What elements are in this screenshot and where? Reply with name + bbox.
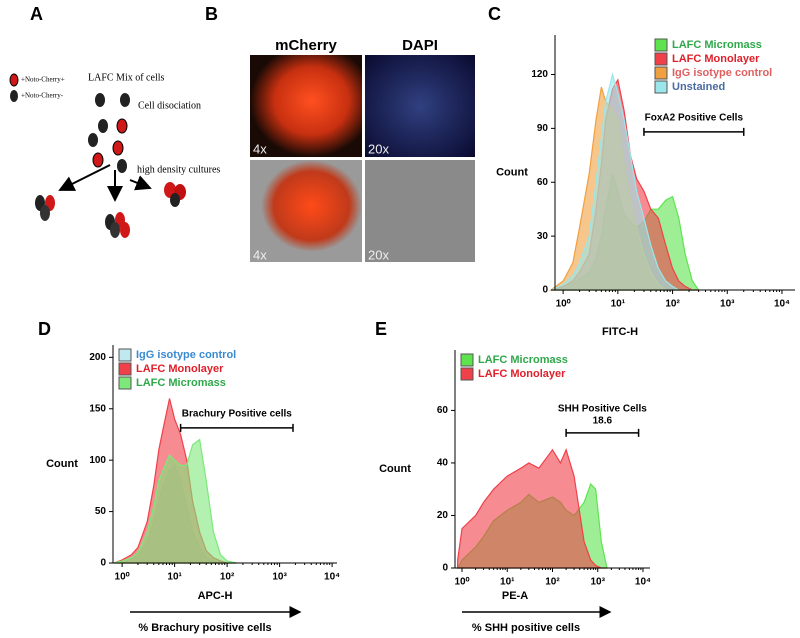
panel-letter: B	[205, 4, 218, 24]
x-tick-label: 10¹	[167, 572, 182, 583]
caption: % SHH positive cells	[472, 622, 580, 634]
legend-text: +Noto-Cherry+	[21, 76, 65, 84]
y-axis-label: Count	[46, 458, 78, 470]
panel-letter: E	[375, 319, 387, 339]
y-tick-label: 30	[537, 231, 549, 242]
gate-value: 18.6	[593, 415, 613, 426]
y-axis-label: Count	[379, 463, 411, 475]
x-tick-label: 10⁴	[635, 577, 651, 588]
y-tick-label: 0	[100, 558, 106, 569]
magnification: 4x	[253, 247, 267, 262]
y-tick-label: 120	[531, 69, 548, 80]
y-tick-label: 200	[89, 352, 106, 363]
gate-label: Brachury Positive cells	[182, 408, 292, 419]
magnification: 20x	[368, 141, 389, 156]
legend-swatch	[118, 362, 132, 376]
panel-letter: C	[488, 4, 501, 24]
micrograph	[250, 160, 362, 262]
y-tick-label: 150	[89, 403, 106, 414]
legend-label: LAFC Micromass	[672, 39, 762, 51]
schematic-title: LAFC Mix of cells	[88, 72, 164, 83]
x-axis-label: FITC-H	[602, 326, 638, 338]
legend-swatch	[118, 376, 132, 390]
legend-swatch	[654, 80, 668, 94]
gate-label: SHH Positive Cells	[558, 403, 647, 414]
legend-text: +Noto-Cherry-	[21, 92, 64, 100]
chart: 0 50 100 150 200 10⁰ 10¹ 10² 10³ 10⁴ Count APC-H % B…	[46, 345, 340, 634]
legend-swatch	[460, 353, 474, 367]
panel-letter: D	[38, 319, 51, 339]
legend-label: LAFC Monolayer	[136, 363, 224, 375]
y-axis-label: Count	[496, 166, 528, 178]
x-tick-label: 10¹	[500, 577, 515, 588]
column-title: mCherry	[275, 37, 337, 54]
cell-icon	[10, 90, 18, 102]
gate	[565, 428, 640, 437]
micrograph	[365, 160, 475, 262]
legend-swatch	[654, 38, 668, 52]
schematic: +Noto-Cherry+ +Noto-Cherry- LAFC Mix of …	[9, 72, 220, 238]
y-tick-label: 60	[437, 405, 449, 416]
y-tick-label: 0	[442, 563, 448, 574]
column-title: DAPI	[402, 37, 438, 54]
y-tick-label: 50	[95, 506, 107, 517]
x-tick-label: 10³	[720, 299, 735, 310]
microscopy: mCherry DAPI 4x 20x 4x 20x	[250, 37, 475, 262]
x-tick-label: 10⁰	[556, 299, 571, 310]
chart: 0 30 60 90 120 10⁰ 10¹ 10² 10³ 10⁴ Count FITC-H FoxA…	[496, 35, 795, 338]
gate	[179, 423, 294, 432]
y-tick-label: 40	[437, 458, 449, 469]
x-tick-label: 10²	[665, 299, 680, 310]
chart: 0 20 40 60 10⁰ 10¹ 10² 10³ 10⁴ Count PE-A % SHH pos…	[379, 350, 651, 634]
x-tick-label: 10³	[272, 572, 287, 583]
legend-label: IgG isotype control	[136, 349, 236, 361]
step-label: Cell disociation	[138, 100, 201, 111]
y-tick-label: 0	[542, 285, 548, 296]
x-tick-label: 10²	[220, 572, 235, 583]
legend-swatch	[460, 367, 474, 381]
magnification: 4x	[253, 141, 267, 156]
legend-label: IgG isotype control	[672, 67, 772, 79]
legend-label: LAFC Micromass	[136, 377, 226, 389]
legend-label: LAFC Micromass	[478, 354, 568, 366]
x-tick-label: 10¹	[611, 299, 626, 310]
cell-icon	[9, 73, 19, 87]
histogram-area	[113, 438, 237, 564]
x-tick-label: 10⁰	[454, 577, 469, 588]
x-axis-label: APC-H	[198, 590, 233, 602]
x-tick-label: 10²	[545, 577, 560, 588]
legend-label: Unstained	[672, 81, 725, 93]
y-tick-label: 100	[89, 455, 106, 466]
panel-letter: A	[30, 4, 43, 24]
panel-labels: A B C D E	[30, 4, 501, 339]
legend-label: LAFC Monolayer	[672, 53, 760, 65]
cells	[35, 93, 186, 238]
y-tick-label: 20	[437, 510, 449, 521]
y-tick-label: 90	[537, 123, 549, 134]
x-axis-label: PE-A	[502, 590, 528, 602]
magnification: 20x	[368, 247, 389, 262]
legend-label: LAFC Monolayer	[478, 368, 566, 380]
legend-swatch	[654, 52, 668, 66]
legend-swatch	[654, 66, 668, 80]
step-label: high density cultures	[137, 164, 220, 175]
legend-swatch	[118, 348, 132, 362]
histogram-area	[457, 448, 607, 569]
caption: % Brachury positive cells	[138, 622, 271, 634]
x-tick-label: 10⁴	[774, 299, 790, 310]
micrograph	[365, 55, 475, 157]
x-tick-label: 10⁴	[324, 572, 340, 583]
micrograph	[250, 55, 362, 157]
x-tick-label: 10⁰	[115, 572, 130, 583]
gate-label: FoxA2 Positive Cells	[645, 113, 744, 124]
gate	[643, 127, 745, 136]
y-tick-label: 60	[537, 177, 549, 188]
x-tick-label: 10³	[591, 577, 606, 588]
